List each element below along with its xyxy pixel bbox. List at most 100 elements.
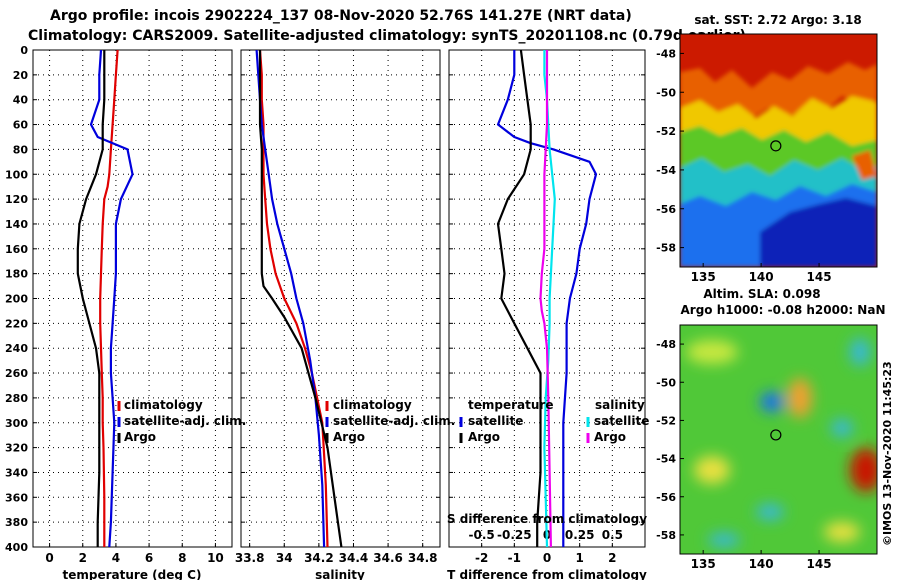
sla-map-ticks: 135 140 145 -48 -50 -52 -54 -56 -58 (656, 338, 831, 571)
depth-tick-label: 160 (5, 243, 28, 256)
depth-tick-label: 340 (5, 466, 28, 479)
sst-band-orange (680, 62, 877, 120)
map-lat-label: -56 (656, 491, 676, 504)
x-tick-label: 1 (575, 551, 583, 565)
map-lat-label: -54 (656, 453, 676, 466)
map-lat-label: -48 (656, 338, 676, 351)
sla-anomaly-low (756, 504, 784, 520)
series-line-temperature-satellite (496, 50, 598, 547)
header-line2: Climatology: CARS2009. Satellite-adjuste… (28, 28, 746, 44)
legend-label-s-argo: Argo (594, 430, 626, 444)
map-lat-label: -50 (656, 376, 676, 389)
x2-tick-label: -0.5 (469, 528, 495, 542)
x-tick-label: 2 (79, 551, 87, 565)
sst-map-frame (679, 33, 878, 268)
sla-anomaly-low (760, 392, 784, 412)
x-tick-label: 6 (145, 551, 153, 565)
series-line-climatology (258, 50, 329, 547)
x-tick-label: 0 (543, 551, 551, 565)
salinity-x-tick-labels: 33.8 34 34.2 34.4 34.6 34.8 (235, 551, 438, 565)
legend-label-argo: Argo (124, 430, 156, 444)
depth-tick-label: 20 (13, 69, 29, 82)
x-tick-label: 33.8 (235, 551, 265, 565)
depth-tick-label: 280 (5, 392, 28, 405)
series-line-argo (76, 50, 106, 547)
depth-tick-label: 300 (5, 417, 28, 430)
temperature-series (76, 50, 134, 547)
sst-band-dark-blue (760, 198, 877, 267)
header-line1: Argo profile: incois 2902224_137 08-Nov-… (50, 8, 632, 24)
salinity-xlabel: salinity (315, 568, 365, 580)
sla-anomaly-high (788, 378, 812, 418)
sla-anomaly-low (708, 533, 740, 547)
legend-title-temperature: temperature (468, 398, 553, 412)
legend-label-climatology: climatology (124, 398, 203, 412)
depth-tick-label: 220 (5, 317, 28, 330)
difference-series (496, 50, 598, 547)
temperature-panel-frame (32, 49, 233, 548)
x2-tick-label: -0.25 (497, 528, 532, 542)
sla-anomaly-high (850, 448, 877, 492)
series-line-satellite-adj-clim- (89, 50, 134, 547)
difference-x-tick-labels: -2 -1 0 1 2 (475, 551, 617, 565)
depth-tick-label: 320 (5, 442, 28, 455)
legend-label-t-satellite: satellite (468, 414, 523, 428)
temperature-grid (33, 49, 232, 548)
depth-tick-label: 380 (5, 516, 28, 529)
depth-tick-label: 240 (5, 342, 28, 355)
map-lat-label: -58 (656, 242, 676, 255)
map-lon-label: 135 (691, 557, 716, 571)
x2-tick-label: 0.25 (565, 528, 595, 542)
series-line-salinity-argo (539, 50, 552, 547)
sla-anomaly-high (824, 522, 860, 542)
sst-map (680, 34, 877, 267)
depth-tick-label: 120 (5, 193, 28, 206)
depth-tick-label: 80 (13, 143, 29, 156)
depth-tick-label: 140 (5, 218, 28, 231)
difference-legend: temperature satellite Argo salinity sate… (459, 398, 649, 444)
sla-float-marker (770, 429, 782, 441)
sst-map-title: sat. SST: 2.72 Argo: 3.18 (694, 13, 861, 27)
map-lon-label: 145 (807, 557, 832, 571)
series-line-temperature-argo (496, 50, 542, 547)
x-tick-label: 34.8 (408, 551, 438, 565)
map-lon-label: 145 (807, 270, 832, 284)
series-line-argo (258, 50, 343, 547)
sst-map-ticks: 135 140 145 -48 -50 -52 -54 -56 -58 (656, 47, 831, 284)
series-line-satellite-adj-clim- (255, 50, 326, 547)
imos-timestamp: ©IMOS 13-Nov-2020 11:45:23 (881, 361, 894, 546)
sla-map-frame (679, 324, 878, 555)
temperature-xlabel: temperature (deg C) (63, 568, 202, 580)
depth-tick-label: 260 (5, 367, 28, 380)
legend-title-salinity: salinity (595, 398, 645, 412)
x2-tick-label: 0.5 (602, 528, 623, 542)
sst-eddy-warm (852, 150, 877, 180)
legend-label-satellite: satellite-adj. clim. (124, 414, 246, 428)
sla-map (680, 325, 877, 554)
sst-float-marker (770, 140, 782, 152)
map-lon-label: 140 (749, 557, 774, 571)
map-lat-label: -52 (656, 125, 676, 138)
map-lat-label: -54 (656, 164, 676, 177)
depth-tick-label: 200 (5, 293, 28, 306)
x-tick-label: 10 (207, 551, 224, 565)
series-line-climatology (99, 50, 119, 547)
map-lat-label: -48 (656, 47, 676, 60)
x-tick-label: -1 (508, 551, 521, 565)
sla-anomaly-high (686, 340, 738, 364)
sla-map-title-line2: Argo h1000: -0.08 h2000: NaN (680, 303, 885, 317)
x-tick-label: 4 (112, 551, 120, 565)
difference-grid (449, 49, 645, 548)
map-lat-label: -56 (656, 203, 676, 216)
depth-tick-label: 360 (5, 491, 28, 504)
depth-tick-label: 180 (5, 268, 28, 281)
sla-anomaly-low (831, 419, 853, 437)
legend-label-climatology: climatology (333, 398, 412, 412)
temperature-legend: climatology satellite-adj. clim. Argo (117, 398, 246, 444)
legend-label-satellite: satellite-adj. clim. (333, 414, 455, 428)
legend-label-s-satellite: satellite (594, 414, 649, 428)
map-lon-label: 140 (749, 270, 774, 284)
x-tick-label: 34.4 (339, 551, 369, 565)
sla-anomaly-low (850, 338, 870, 366)
